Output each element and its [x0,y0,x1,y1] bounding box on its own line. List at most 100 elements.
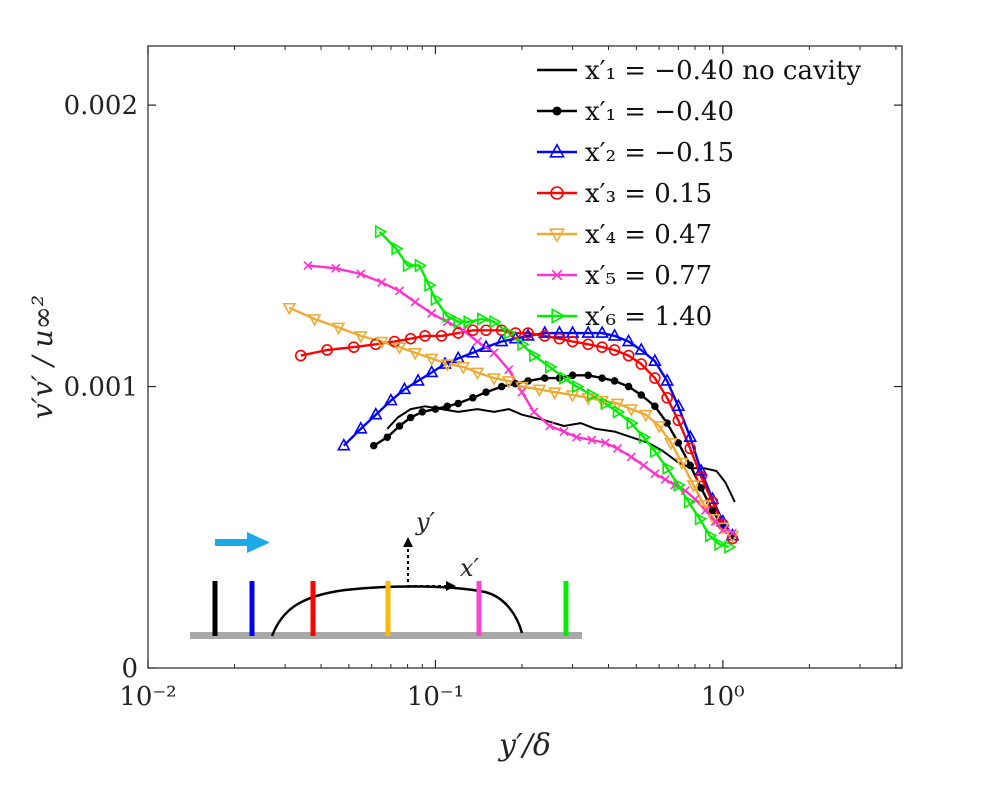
data-point [494,333,509,347]
data-point [674,439,683,447]
data-point [479,339,493,352]
data-point [353,331,368,344]
data-point [495,324,508,337]
data-point [430,292,444,307]
data-point [545,421,555,431]
data-point [571,379,585,394]
data-point [587,388,600,402]
series-points-4 [282,302,740,544]
data-point [438,356,452,369]
data-point [572,432,582,442]
data-point [282,302,297,316]
data-point [651,402,659,411]
data-point [532,384,547,398]
data-point [673,478,686,492]
data-point [566,335,579,348]
data-point [424,364,439,378]
data-point [482,388,490,396]
data-point [674,457,689,471]
axis-ticks [147,46,902,669]
data-point [489,314,502,329]
y-tick-label: 0 [121,654,138,684]
data-point [660,474,670,484]
data-point [463,314,476,329]
data-point [683,429,698,443]
data-point [612,405,626,419]
series-points-5 [303,260,738,538]
data-point [540,374,549,382]
series-markers [282,224,740,554]
data-point [686,480,701,493]
data-point [634,342,649,355]
inset-y-axis-label: y′ [415,508,436,536]
data-point [652,421,666,434]
legend-item-1: x′₁ = −0.40 [537,97,734,127]
data-point [622,349,635,362]
data-point [294,349,307,362]
data-point [487,373,501,386]
data-point [598,374,606,382]
data-point [595,395,609,409]
data-point [489,348,499,358]
data-point [724,540,737,554]
data-point [388,335,401,348]
data-point [452,327,464,339]
inset-probe-6 [563,581,569,636]
data-point [442,317,452,327]
data-point [331,322,346,336]
data-point [662,461,675,476]
data-point [697,499,711,513]
data-point [683,495,697,509]
data-point [624,382,633,391]
data-point [307,314,322,327]
legend-label: x′₆ = 1.40 [585,302,712,332]
data-point [467,324,479,337]
data-point [414,258,428,273]
data-point [454,399,462,408]
inset-probe-1 [212,581,218,636]
data-point [661,392,673,404]
data-point [336,437,351,451]
legend-marker [551,269,563,281]
series-points-3 [294,324,739,545]
inset-probe-3 [310,581,316,636]
data-point [477,312,490,326]
data-point [538,330,551,342]
legend-label: x′₁ = −0.40 no cavity [585,56,861,86]
data-point [440,359,455,372]
data-point [568,371,577,380]
data-point [660,373,675,386]
data-point [418,408,427,416]
data-point [559,371,572,385]
data-point [419,330,431,342]
legend-item-4: x′₄ = 0.47 [537,220,712,250]
data-point [374,336,389,350]
data-point [377,277,387,287]
data-point [453,314,466,329]
y-tick-label: 0.002 [64,91,138,121]
data-point [704,528,718,543]
legend-item-2: x′₂ = −0.15 [537,138,734,168]
data-point [427,308,437,318]
data-point [600,438,610,448]
data-point [411,373,425,386]
legend-label: x′₂ = −0.15 [585,138,734,168]
y-tick-label: 0.001 [64,373,138,403]
data-point [607,328,622,341]
inset-cavity [270,585,524,637]
data-point [621,333,636,347]
plot-frame [147,45,903,669]
data-point [582,338,594,351]
data-point [581,325,596,338]
data-point [648,353,662,367]
data-point [587,435,597,445]
data-point [348,341,360,353]
data-point [408,347,422,361]
data-point [501,376,516,389]
data-point [637,391,645,399]
legend-marker [551,308,566,324]
data-point [584,371,592,380]
series-line-2 [342,331,734,537]
legend-marker [549,143,565,158]
